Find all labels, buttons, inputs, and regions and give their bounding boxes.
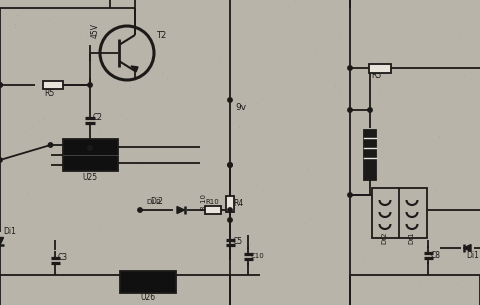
Bar: [43, 81, 63, 89]
Circle shape: [228, 218, 232, 222]
Circle shape: [228, 98, 232, 102]
Circle shape: [228, 208, 232, 212]
Text: C3: C3: [58, 253, 68, 263]
Circle shape: [348, 66, 352, 70]
Text: R 10: R 10: [201, 194, 207, 210]
Text: Di1: Di1: [466, 252, 479, 260]
Text: Dr2: Dr2: [381, 232, 387, 244]
Text: C8: C8: [431, 250, 441, 260]
Circle shape: [228, 163, 232, 167]
Text: C5: C5: [233, 238, 243, 246]
Text: Di1: Di1: [3, 228, 16, 236]
Text: R4: R4: [233, 199, 243, 209]
Bar: [369, 63, 391, 73]
Bar: [226, 196, 234, 212]
Text: Di 2: Di 2: [147, 199, 161, 205]
Circle shape: [0, 83, 2, 87]
Bar: [62, 139, 118, 171]
Bar: [205, 206, 221, 214]
Bar: [364, 130, 376, 180]
Circle shape: [88, 83, 92, 87]
Text: T2: T2: [156, 30, 166, 40]
Text: 9v: 9v: [235, 103, 246, 113]
Circle shape: [348, 108, 352, 112]
Polygon shape: [131, 66, 138, 72]
Circle shape: [228, 163, 232, 167]
Circle shape: [48, 143, 53, 147]
Circle shape: [88, 146, 92, 150]
Text: 45V: 45V: [91, 23, 99, 38]
Bar: [120, 271, 176, 293]
Circle shape: [0, 83, 2, 87]
Text: C2: C2: [93, 113, 103, 123]
Text: U25: U25: [82, 173, 97, 181]
Polygon shape: [464, 245, 471, 252]
Text: 200 Ohm: 200 Ohm: [371, 141, 375, 170]
Text: U26: U26: [140, 293, 155, 303]
Text: Dr1: Dr1: [408, 232, 414, 244]
Circle shape: [348, 193, 352, 197]
Text: R5: R5: [371, 71, 381, 81]
Polygon shape: [177, 206, 184, 214]
Text: Di2: Di2: [150, 198, 163, 206]
Circle shape: [138, 208, 142, 212]
Circle shape: [368, 108, 372, 112]
Text: R5: R5: [44, 88, 54, 98]
Text: C10: C10: [251, 253, 265, 259]
Circle shape: [0, 158, 2, 162]
Text: R10: R10: [205, 199, 219, 205]
Polygon shape: [0, 238, 3, 245]
